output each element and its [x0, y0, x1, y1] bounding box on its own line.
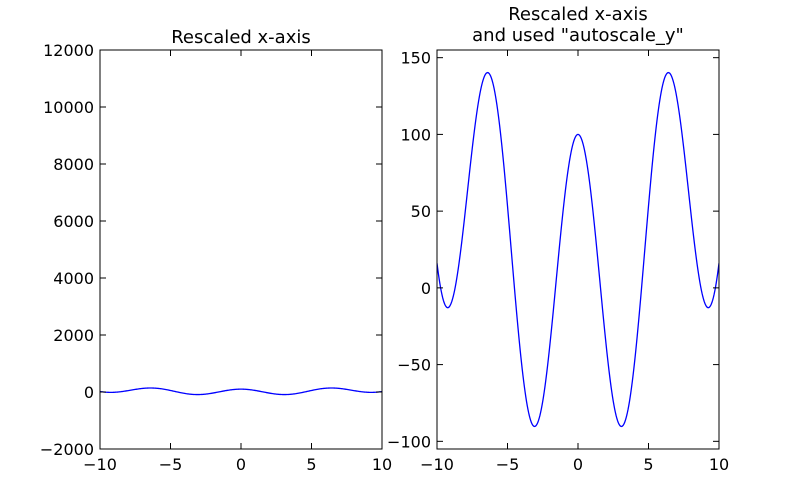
- y-tick-label: −2000: [40, 440, 94, 459]
- chart-rescaled-x-axis: Rescaled x-axis −10 −5 0 5 10 −2000 0 2000 4000 6…: [40, 27, 392, 474]
- y-tick-label: 2000: [53, 326, 94, 345]
- x-tick-label: −10: [420, 455, 454, 474]
- y-tick-label: 50: [411, 202, 431, 221]
- chart-title-line: Rescaled x-axis: [171, 27, 311, 48]
- x-tick-label: 10: [372, 455, 392, 474]
- chart-title-line: Rescaled x-axis: [508, 4, 648, 25]
- x-tick-label: 10: [709, 455, 729, 474]
- y-tick-label: 8000: [53, 155, 94, 174]
- x-tick-label: −5: [159, 455, 183, 474]
- y-tick-label: 6000: [53, 212, 94, 231]
- x-tick-label: 5: [306, 455, 316, 474]
- y-tick-label: 12000: [43, 41, 94, 60]
- chart-title-line: and used "autoscale_y": [472, 25, 684, 46]
- y-tick-label: 4000: [53, 269, 94, 288]
- y-tick-label: 0: [84, 383, 94, 402]
- x-tick-label: 0: [573, 455, 583, 474]
- y-tick-label: 10000: [43, 98, 94, 117]
- y-tick-label: 150: [400, 49, 431, 68]
- x-tick-label: −10: [83, 455, 117, 474]
- y-tick-label: 0: [421, 279, 431, 298]
- x-tick-label: 0: [236, 455, 246, 474]
- x-tick-label: 5: [643, 455, 653, 474]
- series-line: [100, 387, 382, 396]
- series-line: [437, 71, 719, 428]
- y-tick-label: −50: [397, 356, 431, 375]
- x-tick-label: −5: [496, 455, 520, 474]
- y-tick-label: −100: [387, 432, 431, 451]
- chart-autoscale-y: Rescaled x-axis and used "autoscale_y" −…: [387, 4, 729, 474]
- y-tick-label: 100: [400, 125, 431, 144]
